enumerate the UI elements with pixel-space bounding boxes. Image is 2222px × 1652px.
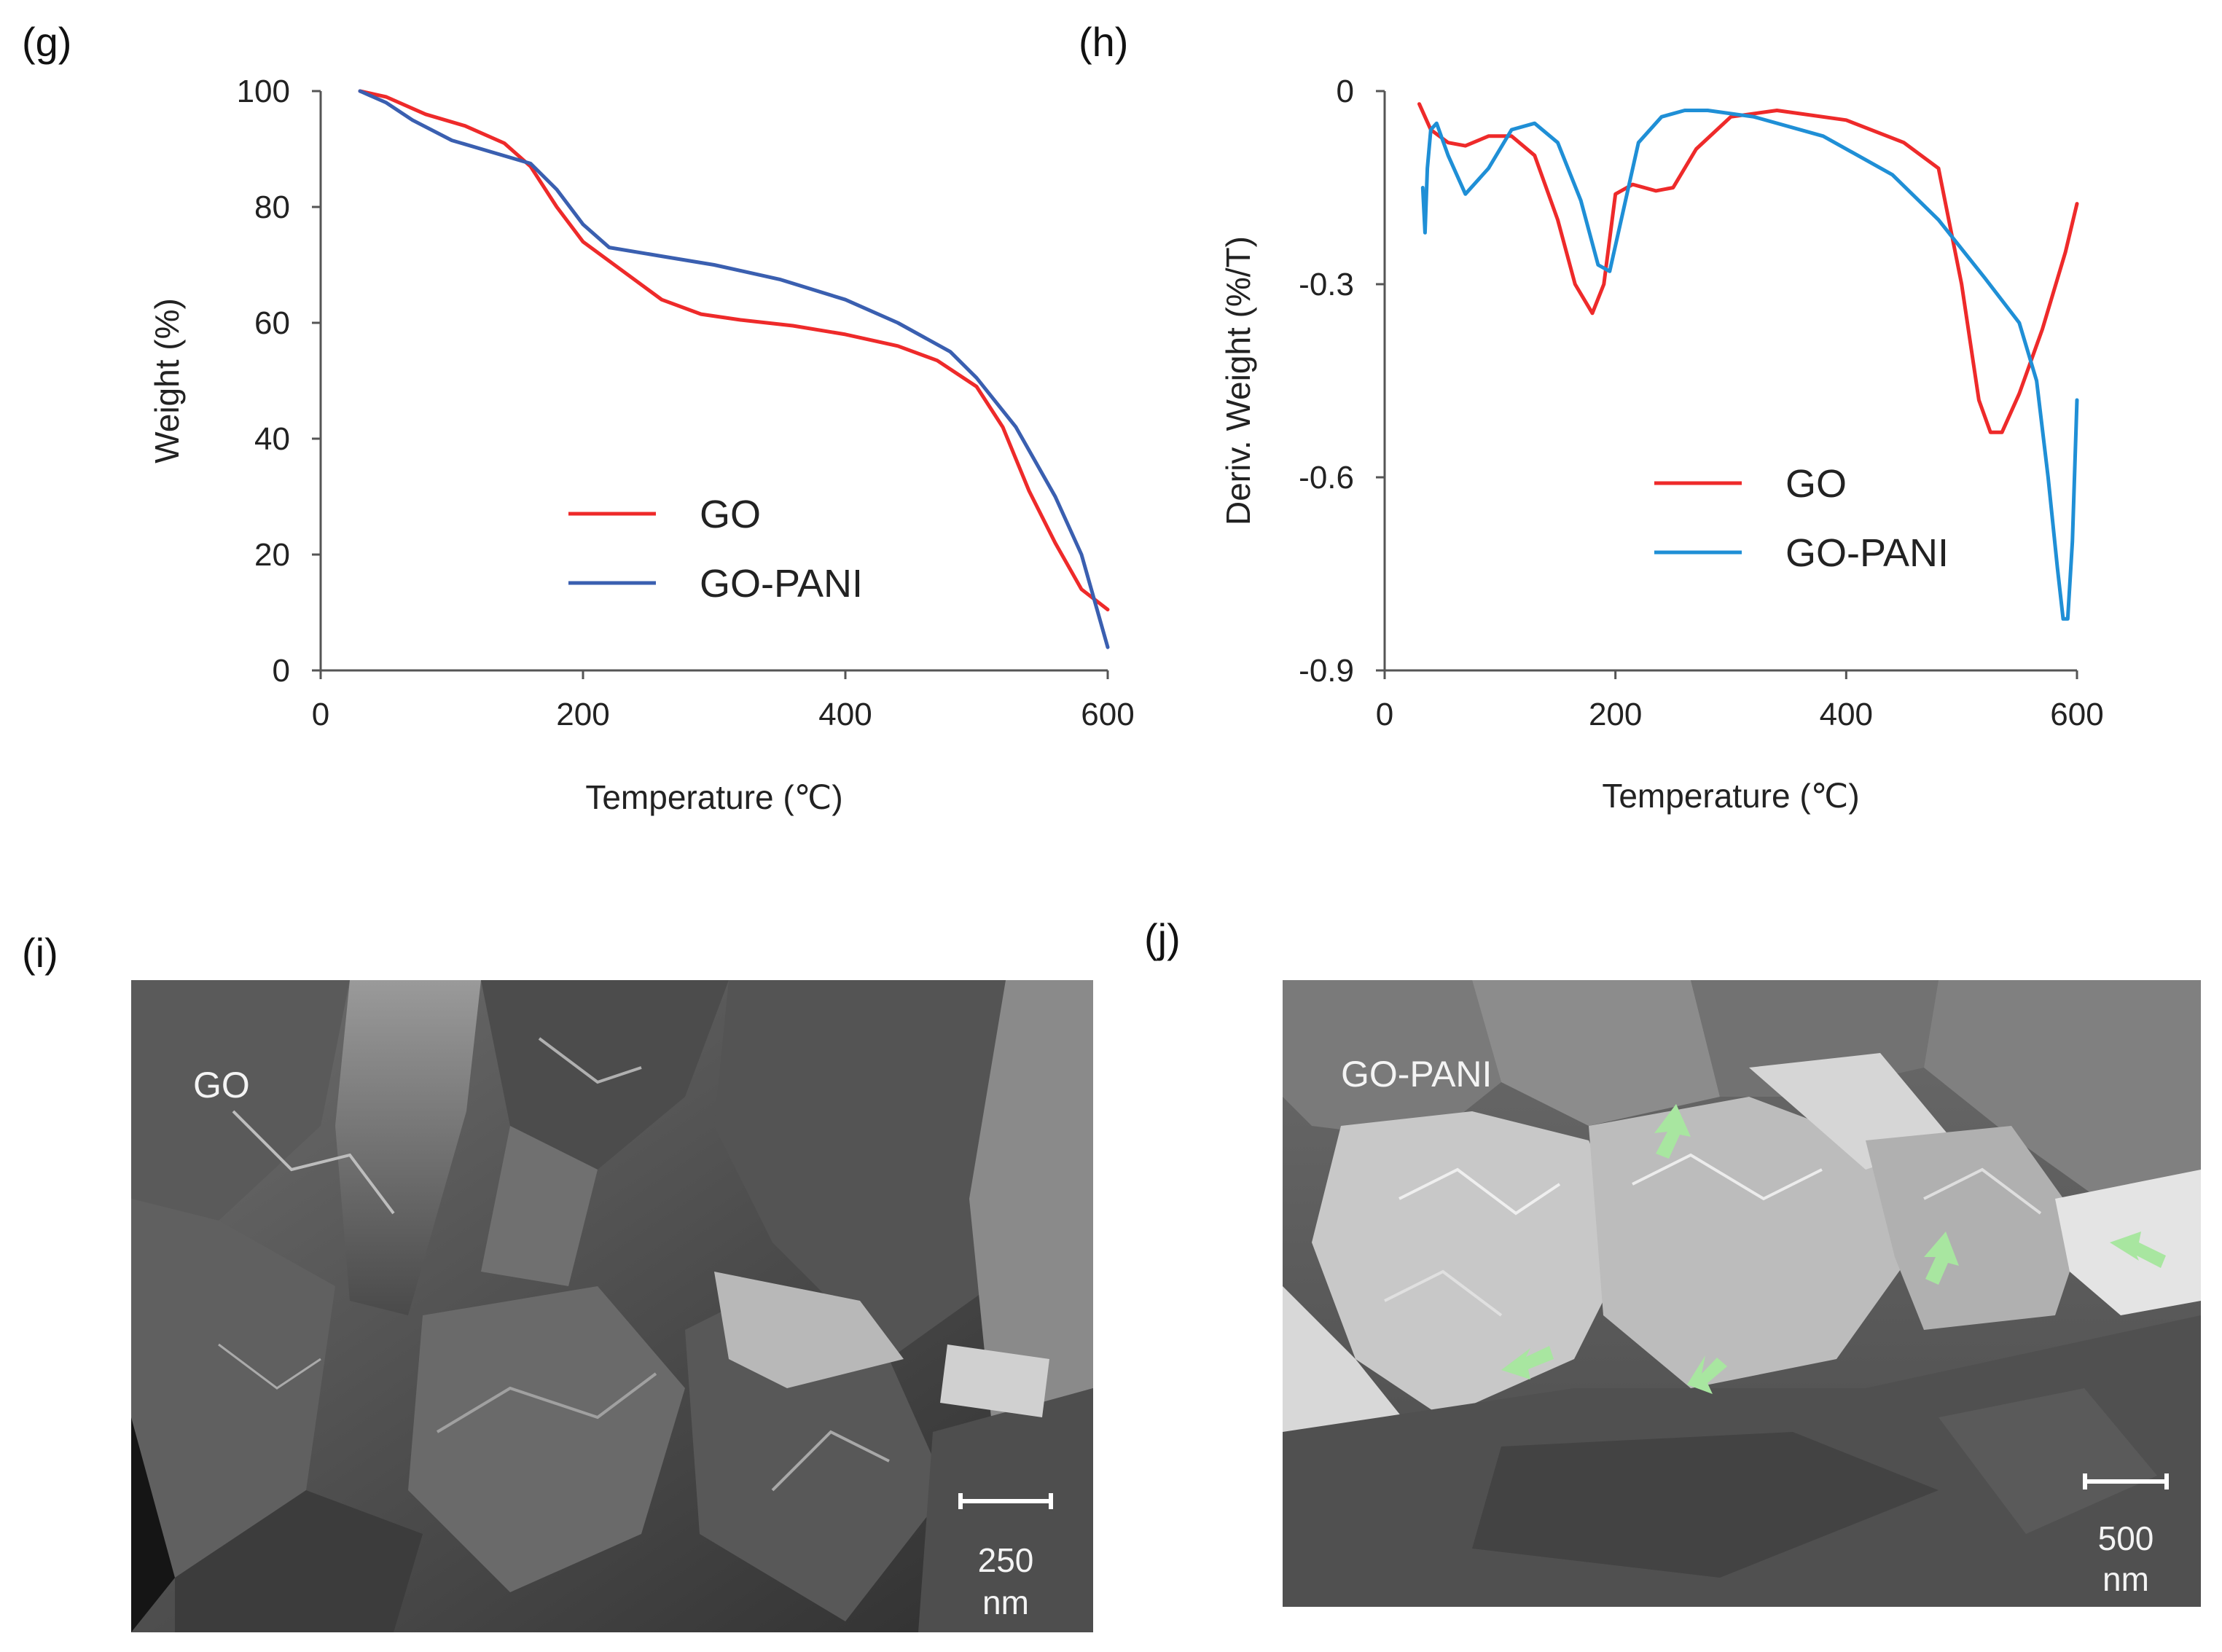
scale-unit-go-pani: nm [2102, 1560, 2149, 1598]
x-tick-label-h: 0 [1376, 697, 1393, 732]
y-tick-label-g: 100 [237, 74, 290, 109]
sem-label-go-pani: GO-PANI [1341, 1054, 1493, 1095]
x-tick-label-g: 600 [1081, 697, 1134, 732]
sem-texture-go [131, 980, 1093, 1632]
arrow-icon [1654, 1104, 1691, 1159]
legend-label-g-go-pani: GO-PANI [700, 562, 863, 606]
legend-label-h-go-pani: GO-PANI [1785, 531, 1949, 575]
arrow-icon [1501, 1346, 1554, 1379]
series-line-g-go [358, 89, 1110, 611]
series-line-g-go-pani [358, 89, 1110, 649]
scale-unit-go: nm [982, 1584, 1029, 1621]
y-tick-label-g: 60 [254, 305, 290, 341]
scale-bar-go [958, 1493, 1053, 1509]
arrow-markers [1501, 1104, 2166, 1394]
scale-bar-go-pani [2083, 1473, 2169, 1489]
y-axis-label-g: Weight (%) [148, 298, 186, 463]
y-tick-label-h: -0.6 [1299, 460, 1354, 496]
y-tick-label-h: -0.9 [1299, 653, 1354, 689]
y-tick-label-g: 40 [254, 421, 290, 457]
panel-label-i: (i) [22, 930, 58, 976]
arrow-icon [1687, 1355, 1727, 1394]
y-axis-label-h: Deriv. Weight (%/T) [1219, 236, 1257, 525]
y-tick-label-h: 0 [1337, 74, 1354, 109]
scale-value-go: 250 [977, 1541, 1034, 1579]
scale-value-go-pani: 500 [2097, 1519, 2154, 1557]
tga-charts: 0 20 40 60 80 100 0 200 400 600 Temperature (℃) Wei… [148, 74, 2104, 816]
y-tick-label-g: 0 [273, 653, 290, 689]
arrow-icon [1924, 1232, 1959, 1285]
series-line-h-go [1417, 102, 2079, 434]
legend-label-h-go: GO [1785, 462, 1847, 506]
x-tick-label-h: 400 [1820, 697, 1873, 732]
x-axis-label-g: Temperature (℃) [585, 778, 842, 816]
y-tick-label-g: 80 [254, 189, 290, 225]
series-line-h-go-pani [1420, 109, 2079, 621]
arrow-icon [2110, 1232, 2166, 1268]
y-tick-label-h: -0.3 [1299, 267, 1354, 302]
x-tick-label-g: 0 [312, 697, 329, 732]
sem-label-go: GO [193, 1065, 250, 1105]
sem-image-go: GO 250 nm [131, 980, 1093, 1632]
sem-texture-go-pani [1283, 980, 2201, 1607]
x-tick-label-h: 600 [2050, 697, 2103, 732]
panel-label-j: (j) [1144, 915, 1181, 961]
x-tick-label-h: 200 [1589, 697, 1642, 732]
y-tick-label-g: 20 [254, 537, 290, 573]
legend-label-g-go: GO [700, 493, 761, 536]
x-tick-label-g: 400 [818, 697, 872, 732]
x-axis-label-h: Temperature (℃) [1602, 777, 1859, 815]
sem-image-go-pani: GO-PANI 500 nm [1283, 980, 2201, 1607]
panel-label-h: (h) [1079, 19, 1129, 65]
panel-label-g: (g) [22, 19, 72, 65]
x-tick-label-g: 200 [556, 697, 609, 732]
